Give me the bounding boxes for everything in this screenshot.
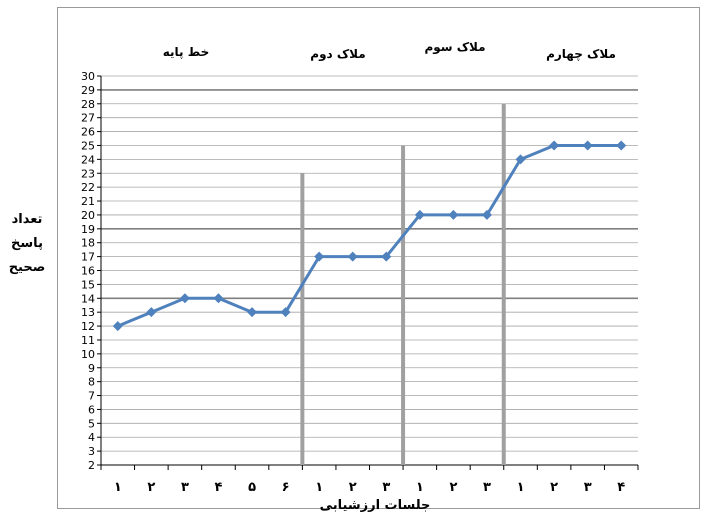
y-tick-label: 2 <box>88 459 95 472</box>
x-tick-label: ۱ <box>517 480 525 495</box>
y-tick-label: 23 <box>81 167 95 180</box>
y-tick-label: 15 <box>81 278 95 291</box>
y-tick-label: 12 <box>81 320 95 333</box>
y-axis-label: تعداد پاسخ صحیح <box>4 208 50 280</box>
x-tick-label: ۵ <box>248 480 256 495</box>
y-tick-label: 13 <box>81 306 95 319</box>
y-tick-label: 10 <box>81 348 95 361</box>
y-tick-label: 21 <box>81 195 95 208</box>
x-tick-label: ۳ <box>181 480 189 495</box>
x-axis-label: جلسات ارزشیابی <box>319 498 431 513</box>
y-tick-label: 19 <box>81 223 95 236</box>
data-point <box>112 321 123 332</box>
x-tick-label: ۶ <box>282 480 290 495</box>
x-tick-label: ۳ <box>483 480 491 495</box>
data-point <box>515 154 526 165</box>
x-tick-label: ۱ <box>315 480 323 495</box>
y-tick-label: 22 <box>81 181 95 194</box>
x-tick-label: ۱ <box>114 480 122 495</box>
x-tick-label: ۴ <box>617 480 625 495</box>
y-tick-label: 20 <box>81 209 95 222</box>
y-axis-label-line-2: پاسخ <box>11 236 43 251</box>
x-tick-label: ۲ <box>449 480 457 495</box>
y-tick-label: 27 <box>81 112 95 125</box>
y-tick-label: 6 <box>88 403 95 416</box>
y-tick-label: 16 <box>81 265 95 278</box>
x-tick-label: ۲ <box>349 480 357 495</box>
data-point <box>213 293 224 304</box>
data-point <box>280 307 291 318</box>
y-tick-label: 4 <box>88 431 95 444</box>
y-tick-label: 25 <box>81 139 95 152</box>
data-point <box>146 307 157 318</box>
y-tick-label: 28 <box>81 98 95 111</box>
y-tick-label: 8 <box>88 376 95 389</box>
y-tick-label: 24 <box>81 153 95 166</box>
y-tick-label: 17 <box>81 251 95 264</box>
data-point <box>314 251 325 262</box>
x-tick-label: ۳ <box>382 480 390 495</box>
y-tick-label: 29 <box>81 84 95 97</box>
phase-label-baseline: خط پایه <box>162 45 210 59</box>
y-tick-label: 3 <box>88 445 95 458</box>
y-tick-label: 11 <box>81 334 95 347</box>
data-point <box>481 209 492 220</box>
data-point <box>247 307 258 318</box>
data-point <box>616 140 627 151</box>
data-point <box>414 209 425 220</box>
y-tick-label: 14 <box>81 292 95 305</box>
x-tick-label: ۲ <box>550 480 558 495</box>
chart-frame <box>57 7 700 509</box>
y-tick-label: 26 <box>81 126 95 139</box>
y-axis-label-line-1: تعداد <box>11 212 43 227</box>
data-point <box>179 293 190 304</box>
x-tick-label: ۳ <box>584 480 592 495</box>
y-tick-label: 18 <box>81 237 95 250</box>
data-point <box>549 140 560 151</box>
data-point <box>347 251 358 262</box>
phase-label-criterion-2: ملاک دوم <box>310 47 366 61</box>
series-line <box>117 144 622 328</box>
data-point <box>381 251 392 262</box>
y-tick-label: 5 <box>88 417 95 430</box>
data-point <box>582 140 593 151</box>
y-tick-label: 9 <box>88 362 95 375</box>
phase-label-criterion-3: ملاک سوم <box>424 40 486 54</box>
y-axis-label-line-3: صحیح <box>8 260 46 275</box>
phase-label-criterion-4: ملاک چهارم <box>546 47 616 61</box>
x-tick-label: ۴ <box>215 480 223 495</box>
y-tick-label: 7 <box>88 390 95 403</box>
data-point <box>448 209 459 220</box>
x-tick-label: ۲ <box>147 480 155 495</box>
y-tick-label: 30 <box>81 70 95 83</box>
x-tick-label: ۱ <box>416 480 424 495</box>
